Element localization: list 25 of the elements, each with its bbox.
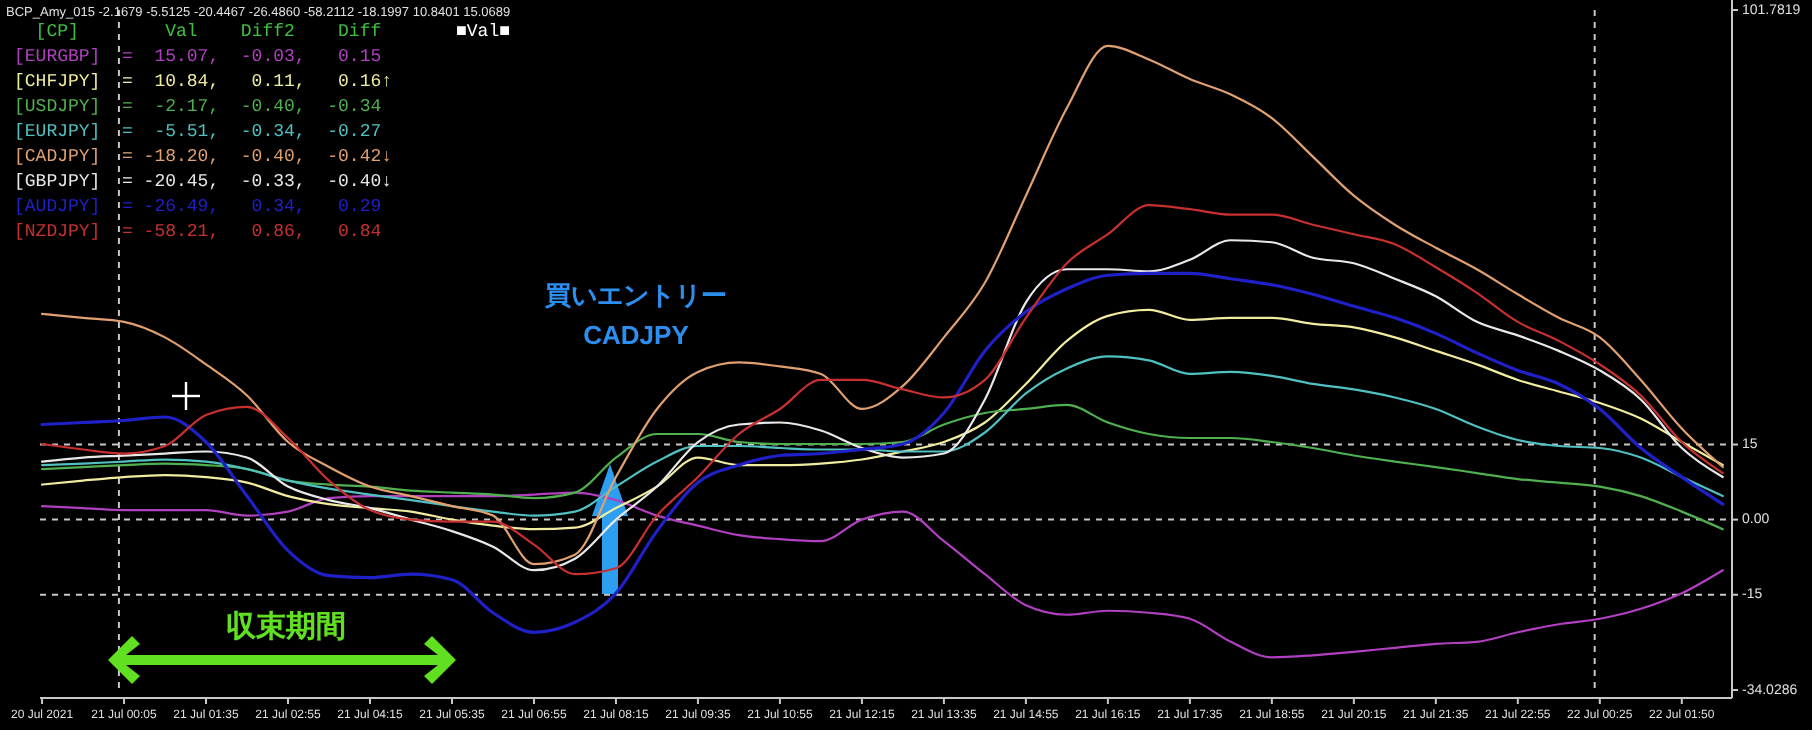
annotation: = -58.21, 0.86, 0.84 (122, 222, 382, 242)
annotation: CADJPY (583, 320, 690, 350)
text: [AUDJPY] (14, 197, 101, 217)
annotation: = -2.17, -0.40, -0.34 (122, 97, 382, 117)
annotation: = -20.45, -0.33, -0.40↓ (122, 172, 393, 192)
text: [CADJPY] (14, 147, 101, 167)
text: [GBPJPY] (14, 172, 101, 192)
text: [CHFJPY] (14, 72, 101, 92)
text: [EURJPY] (14, 122, 101, 142)
annotation: = -26.49, 0.34, 0.29 (122, 197, 382, 217)
legend-title: [CP] Val Diff2 Diff (14, 22, 382, 42)
annotation: = 15.07, -0.03, 0.15 (122, 47, 382, 67)
annotation: = 10.84, 0.11, 0.16↑ (122, 72, 393, 92)
line-series (40, 355, 1724, 517)
annotation: = -18.20, -0.40, -0.42↓ (122, 147, 393, 167)
annotation: 買いエントリー (543, 280, 727, 310)
annotation: = -5.51, -0.34, -0.27 (122, 122, 382, 142)
annotation: 収束期間 (226, 610, 346, 644)
line-series (40, 491, 1724, 659)
text: [USDJPY] (14, 97, 101, 117)
line-series (40, 308, 1724, 531)
text: [NZDJPY] (14, 222, 101, 242)
annotation: ■Val■ (456, 22, 511, 42)
text: [EURGBP] (14, 47, 101, 67)
line-series (40, 403, 1724, 531)
